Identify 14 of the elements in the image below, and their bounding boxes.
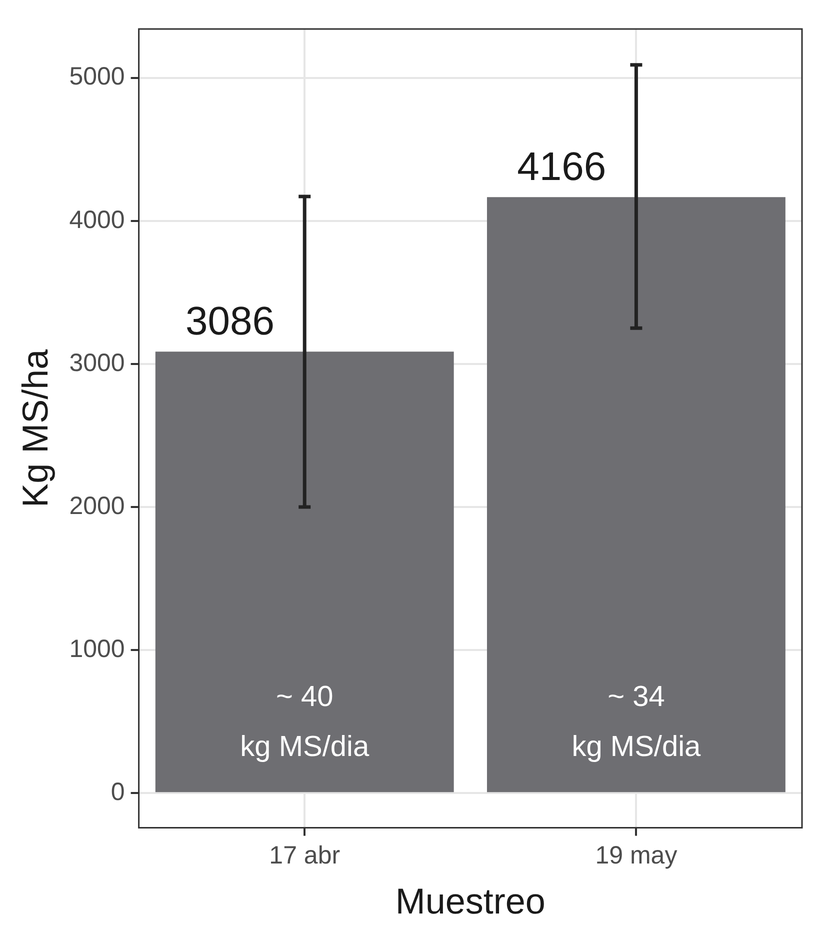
y-tick-label: 0	[110, 778, 125, 806]
y-tick-label: 2000	[69, 492, 125, 520]
annotation: ~ 34 kg MS/dia	[572, 681, 702, 764]
x-axis-title: Muestreo	[395, 880, 546, 922]
y-tick-label: 5000	[69, 62, 125, 91]
y-tick-label: 4000	[69, 206, 125, 234]
y-tick-label: 3000	[69, 348, 125, 377]
y-tick-label: 1000	[69, 634, 125, 663]
annotation: ~ 40 kg MS/dia	[240, 681, 370, 764]
x-tick-label: 19 may	[595, 842, 678, 870]
data-label: 4166	[517, 145, 606, 190]
x-tick-label: 17 abr	[269, 842, 340, 870]
y-axis-title: Kg MS/ha	[14, 348, 56, 508]
data-label: 3086	[186, 300, 274, 344]
